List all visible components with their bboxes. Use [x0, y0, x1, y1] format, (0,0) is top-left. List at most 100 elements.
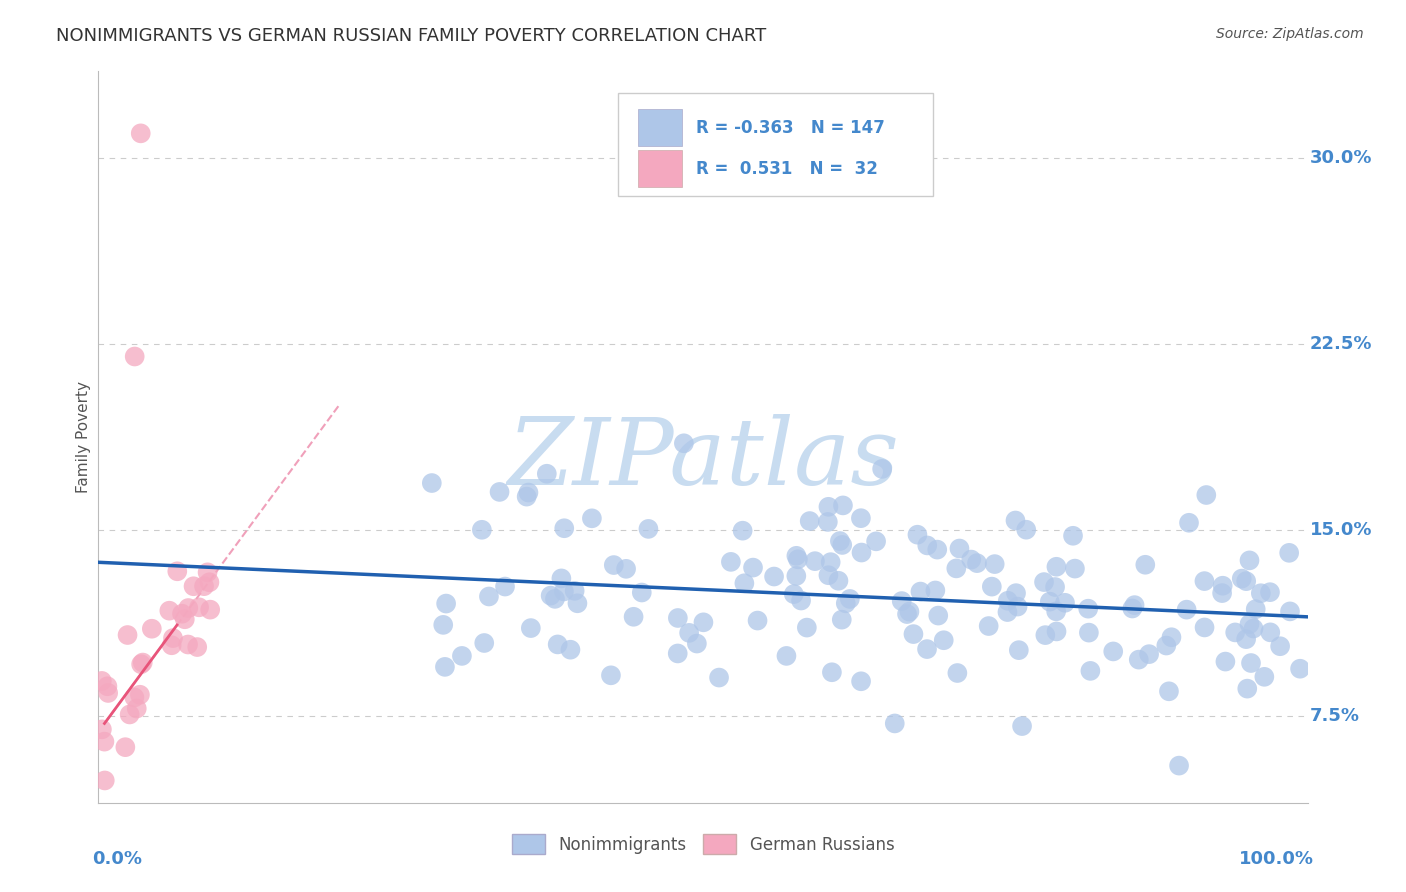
Point	[851, 545, 873, 559]
Point	[775, 648, 797, 663]
Point	[817, 500, 839, 514]
Point	[1239, 553, 1261, 567]
Point	[1244, 602, 1267, 616]
Point	[1194, 620, 1216, 634]
Text: Source: ZipAtlas.com: Source: ZipAtlas.com	[1216, 27, 1364, 41]
Point	[478, 590, 501, 604]
Point	[553, 521, 575, 535]
Point	[1053, 596, 1076, 610]
Point	[516, 490, 538, 504]
Point	[1160, 630, 1182, 644]
Point	[1007, 599, 1029, 614]
Text: ZIPatlas: ZIPatlas	[508, 414, 898, 504]
Point	[90, 673, 112, 688]
Point	[90, 723, 112, 737]
Point	[946, 665, 969, 680]
Point	[1033, 575, 1056, 590]
Point	[828, 534, 851, 549]
Point	[114, 740, 136, 755]
Point	[1157, 684, 1180, 698]
Point	[672, 436, 695, 450]
Point	[125, 701, 148, 715]
Point	[785, 549, 807, 563]
Y-axis label: Family Poverty: Family Poverty	[76, 381, 91, 493]
Text: 100.0%: 100.0%	[1239, 850, 1313, 868]
Point	[932, 633, 955, 648]
Point	[200, 602, 222, 616]
Point	[434, 597, 457, 611]
Text: R =  0.531   N =  32: R = 0.531 N = 32	[696, 160, 877, 178]
Point	[831, 613, 853, 627]
Point	[600, 668, 623, 682]
Point	[1225, 625, 1247, 640]
Point	[197, 566, 219, 580]
Point	[835, 596, 858, 610]
Point	[471, 523, 494, 537]
Point	[623, 609, 645, 624]
Point	[686, 636, 709, 650]
Point	[564, 583, 586, 598]
Point	[890, 594, 912, 608]
Point	[1004, 514, 1026, 528]
Text: R = -0.363   N = 147: R = -0.363 N = 147	[696, 119, 884, 136]
Point	[799, 514, 821, 528]
Text: 15.0%: 15.0%	[1310, 521, 1372, 539]
Point	[1045, 604, 1067, 618]
Point	[141, 622, 163, 636]
Text: 30.0%: 30.0%	[1310, 149, 1372, 167]
Point	[124, 350, 146, 364]
Point	[1039, 594, 1062, 608]
Point	[1239, 617, 1261, 632]
Point	[827, 574, 849, 588]
Point	[1121, 601, 1143, 615]
Point	[692, 615, 714, 630]
Point	[783, 587, 806, 601]
Point	[1230, 572, 1253, 586]
Point	[1175, 602, 1198, 616]
Point	[831, 538, 853, 552]
Point	[787, 552, 810, 566]
Point	[747, 614, 769, 628]
Point	[1258, 585, 1281, 599]
Point	[193, 579, 215, 593]
Point	[849, 674, 872, 689]
Point	[1064, 561, 1087, 575]
Point	[1102, 644, 1125, 658]
Point	[865, 534, 887, 549]
Point	[1236, 681, 1258, 696]
Point	[731, 524, 754, 538]
Point	[520, 621, 543, 635]
Point	[614, 562, 637, 576]
Point	[945, 561, 967, 575]
Point	[544, 591, 567, 606]
Point	[472, 636, 495, 650]
Point	[678, 625, 700, 640]
Point	[883, 716, 905, 731]
Legend: Nonimmigrants, German Russians: Nonimmigrants, German Russians	[505, 828, 901, 860]
Point	[129, 657, 152, 672]
Point	[733, 576, 755, 591]
Point	[785, 569, 807, 583]
Point	[838, 591, 860, 606]
Point	[160, 638, 183, 652]
Point	[1011, 719, 1033, 733]
Point	[1008, 643, 1031, 657]
Point	[997, 605, 1019, 619]
Point	[173, 612, 195, 626]
Point	[997, 594, 1019, 608]
Point	[420, 476, 443, 491]
Point	[96, 679, 118, 693]
Point	[1250, 586, 1272, 600]
Point	[1215, 655, 1237, 669]
Text: NONIMMIGRANTS VS GERMAN RUSSIAN FAMILY POVERTY CORRELATION CHART: NONIMMIGRANTS VS GERMAN RUSSIAN FAMILY P…	[56, 27, 766, 45]
Point	[603, 558, 626, 572]
Point	[707, 671, 730, 685]
Point	[1240, 656, 1263, 670]
Point	[927, 542, 949, 557]
Text: 22.5%: 22.5%	[1310, 335, 1372, 353]
Point	[1123, 598, 1146, 612]
Point	[1268, 639, 1291, 653]
Point	[1015, 523, 1038, 537]
Point	[1168, 758, 1191, 772]
Point	[1234, 574, 1257, 589]
